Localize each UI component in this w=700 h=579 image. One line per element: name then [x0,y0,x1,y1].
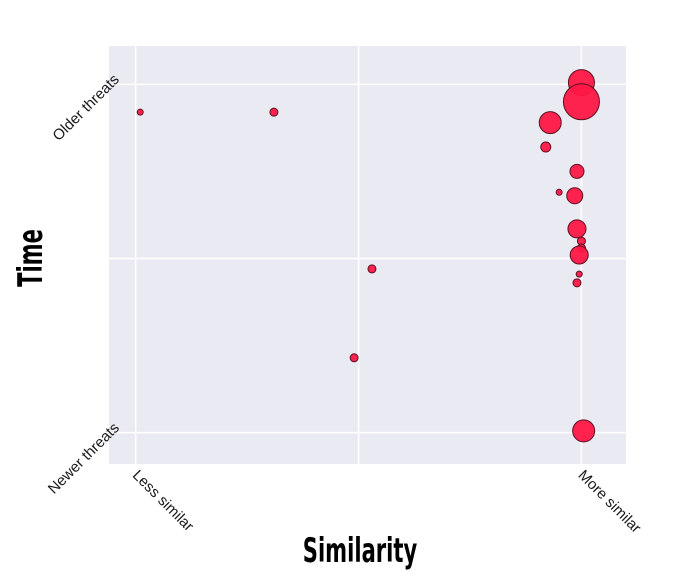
data-point-12 [569,245,589,265]
data-point-7 [555,188,563,196]
x-tick-labels: Less similar More similar [129,467,644,537]
plot-area [109,46,626,464]
data-point-8 [566,187,584,205]
x-tick-label-2: More similar [575,467,645,537]
data-points [136,69,600,443]
data-point-6 [569,163,585,179]
data-point-9 [567,219,587,239]
data-point-17 [572,419,596,443]
data-point-3 [562,83,600,121]
data-point-5 [540,141,552,153]
data-point-13 [367,264,377,274]
x-axis-title: Similarity [303,531,417,571]
y-axis-title: Time [11,229,51,287]
x-tick-label-0: Less similar [129,467,197,535]
data-point-16 [349,353,359,363]
data-point-0 [136,108,144,116]
data-point-1 [269,107,279,117]
data-point-4 [538,111,562,135]
data-point-14 [575,270,583,278]
data-point-15 [572,278,582,288]
